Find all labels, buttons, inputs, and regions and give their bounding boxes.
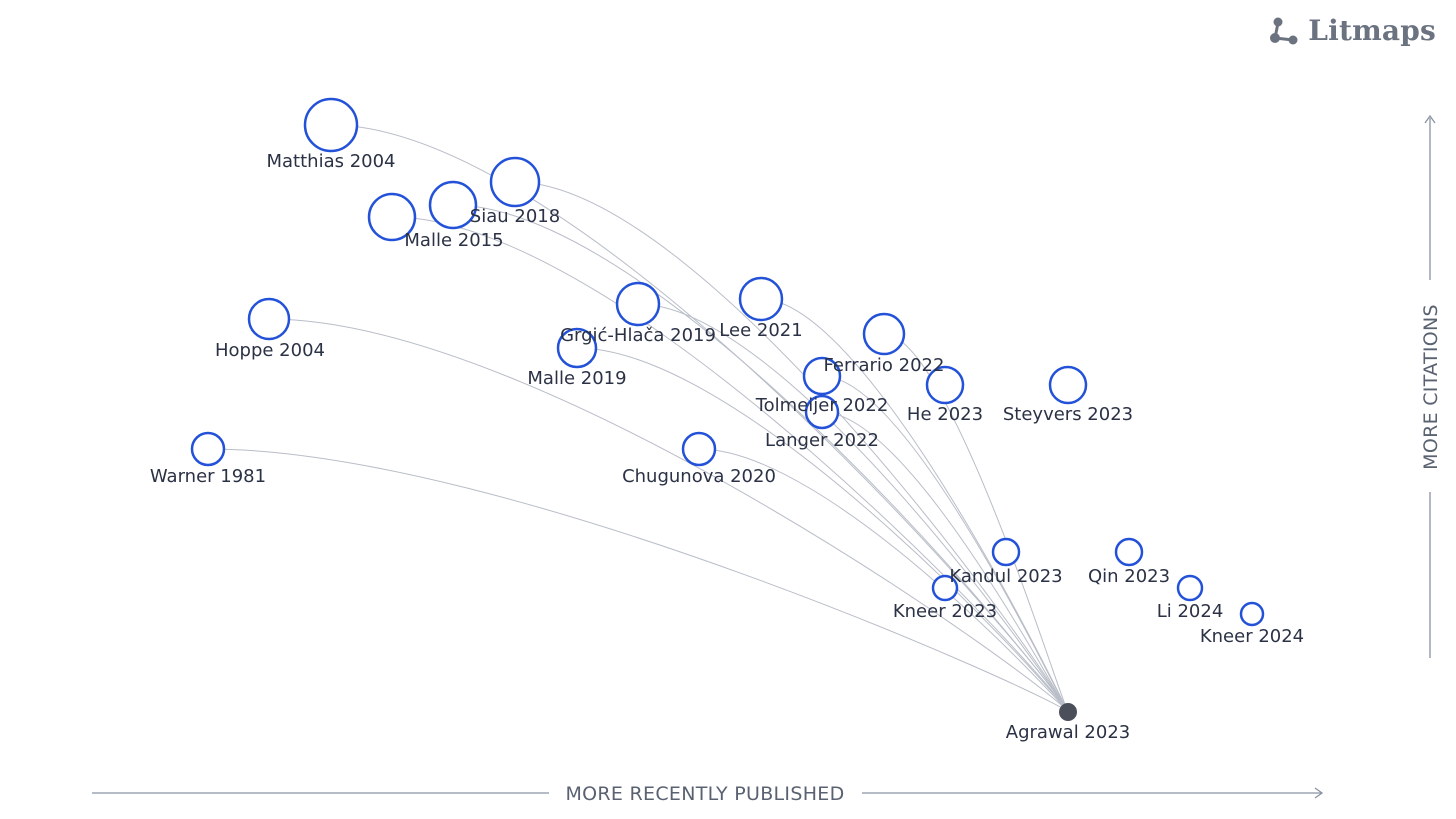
citation-edge xyxy=(821,375,1069,713)
y-axis: MORE CITATIONS xyxy=(1420,114,1442,658)
paper-label[interactable]: Lee 2021 xyxy=(719,320,802,341)
litmaps-logo[interactable]: Litmaps xyxy=(1268,14,1436,47)
paper-node[interactable] xyxy=(862,312,906,356)
paper-label[interactable]: Kneer 2023 xyxy=(893,601,997,622)
paper-label[interactable]: Tolmeijer 2022 xyxy=(755,395,889,416)
paper-label[interactable]: Warner 1981 xyxy=(150,466,266,487)
paper-node[interactable] xyxy=(1239,601,1265,627)
paper-label[interactable]: He 2023 xyxy=(907,404,983,425)
paper-node[interactable] xyxy=(681,431,717,467)
paper-label[interactable]: Ferrario 2022 xyxy=(824,355,945,376)
paper-label[interactable]: Kandul 2023 xyxy=(949,566,1062,587)
paper-label[interactable]: Siau 2018 xyxy=(470,206,560,227)
y-axis-label: MORE CITATIONS xyxy=(1420,304,1442,470)
paper-node[interactable] xyxy=(925,365,965,405)
citation-edge xyxy=(883,333,1069,713)
paper-node[interactable] xyxy=(615,281,661,327)
paper-node[interactable] xyxy=(556,327,598,369)
citation-edge xyxy=(268,318,1069,713)
paper-label[interactable]: Malle 2019 xyxy=(527,368,626,389)
citation-edge xyxy=(452,204,1069,713)
paper-label[interactable]: Kneer 2024 xyxy=(1200,626,1304,647)
paper-label[interactable]: Langer 2022 xyxy=(765,430,879,451)
seed-paper-label[interactable]: Agrawal 2023 xyxy=(1006,722,1130,743)
paper-node[interactable] xyxy=(1114,537,1144,567)
citation-edge xyxy=(514,181,1069,713)
paper-node[interactable] xyxy=(489,156,541,208)
litmaps-wordmark: Litmaps xyxy=(1308,14,1436,47)
paper-label[interactable]: Chugunova 2020 xyxy=(622,466,776,487)
citation-edge xyxy=(576,347,1069,713)
x-axis-label: MORE RECENTLY PUBLISHED xyxy=(565,783,844,805)
citation-edge xyxy=(821,411,1069,713)
paper-node[interactable] xyxy=(931,574,959,602)
paper-label[interactable]: Qin 2023 xyxy=(1088,566,1170,587)
paper-label[interactable]: Steyvers 2023 xyxy=(1003,404,1133,425)
paper-label[interactable]: Matthias 2004 xyxy=(266,151,395,172)
citation-edge xyxy=(207,448,1069,713)
paper-node[interactable] xyxy=(802,356,842,396)
seed-paper-node[interactable] xyxy=(1059,703,1077,721)
paper-node[interactable] xyxy=(1048,365,1088,405)
paper-node[interactable] xyxy=(190,431,226,467)
citation-edges xyxy=(207,124,1069,713)
paper-labels: Matthias 2004 Siau 2018 Malle 2015 Hoppe 20… xyxy=(150,151,1304,743)
citation-edge xyxy=(698,448,1069,713)
paper-label[interactable]: Malle 2015 xyxy=(404,230,503,251)
citation-edge xyxy=(391,216,1069,713)
paper-node[interactable] xyxy=(428,180,478,230)
paper-label[interactable]: Li 2024 xyxy=(1157,601,1224,622)
paper-node[interactable] xyxy=(804,394,840,430)
x-axis: MORE RECENTLY PUBLISHED xyxy=(92,783,1324,805)
paper-label[interactable]: Grgić-Hlača 2019 xyxy=(560,325,716,346)
y-axis-arrow-icon xyxy=(1424,114,1436,124)
citation-edge xyxy=(637,303,1069,713)
paper-label[interactable]: Hoppe 2004 xyxy=(215,340,325,361)
paper-nodes xyxy=(190,97,1265,721)
paper-node[interactable] xyxy=(1176,574,1204,602)
x-axis-arrow-icon xyxy=(1314,787,1324,799)
paper-node[interactable] xyxy=(738,276,784,322)
litmaps-logo-icon xyxy=(1270,17,1298,44)
paper-node[interactable] xyxy=(303,97,359,153)
paper-node[interactable] xyxy=(367,192,417,242)
paper-node[interactable] xyxy=(247,297,291,341)
paper-node[interactable] xyxy=(991,537,1021,567)
